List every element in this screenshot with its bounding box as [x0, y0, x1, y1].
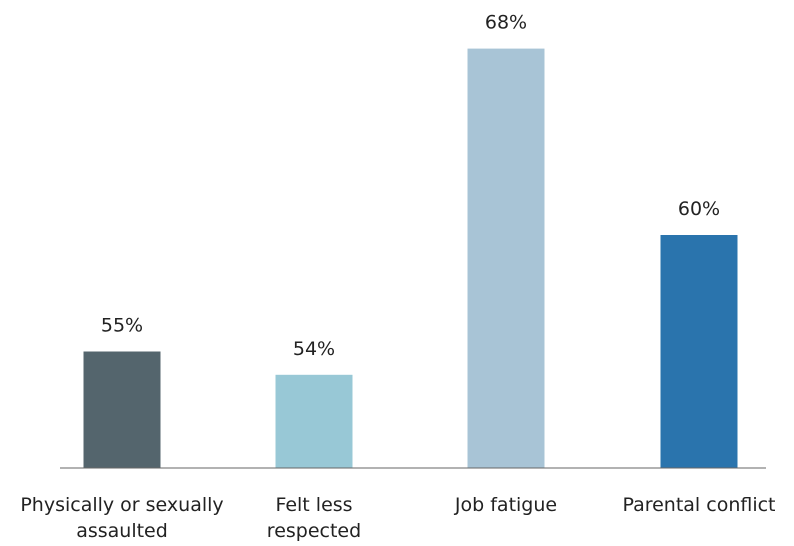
bar: [467, 48, 545, 468]
value-label: 68%: [485, 12, 527, 34]
bar: [660, 235, 738, 468]
category-label: Parental conflict: [622, 494, 776, 516]
category-label: Job fatigue: [454, 494, 558, 516]
value-label: 54%: [293, 338, 335, 360]
category-label: Physically or sexually assaulted: [20, 494, 224, 542]
value-label: 55%: [101, 315, 143, 337]
bar: [83, 351, 161, 468]
bar: [275, 374, 353, 468]
category-label: Felt less respected: [266, 494, 362, 542]
value-label: 60%: [678, 198, 720, 220]
